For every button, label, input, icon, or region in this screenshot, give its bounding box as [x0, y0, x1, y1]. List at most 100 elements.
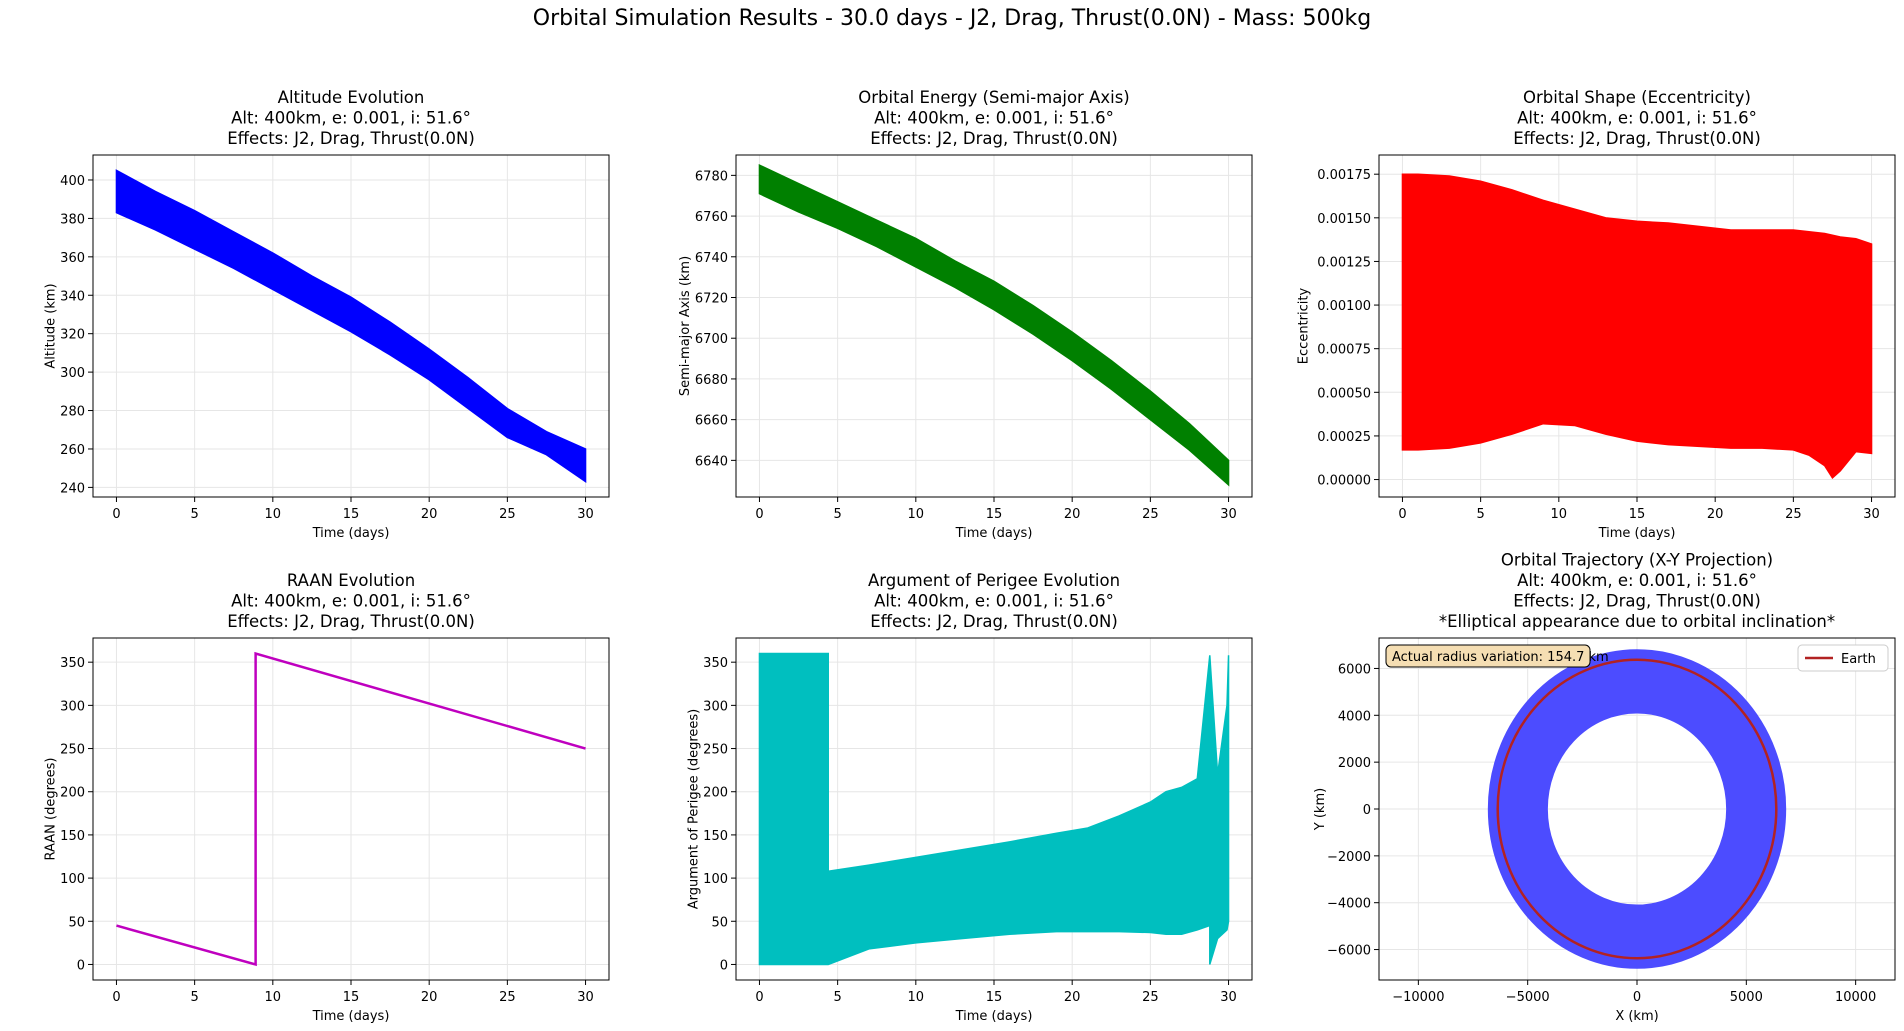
y-tick-label: 6720: [695, 292, 728, 307]
x-tick-label: 5000: [1730, 990, 1763, 1005]
plot-area: [758, 163, 1230, 487]
y-axis-label: Eccentricity: [1297, 288, 1312, 365]
x-tick-label: 25: [1785, 507, 1802, 522]
y-tick-label: 2000: [1338, 756, 1371, 771]
y-tick-label: 0: [77, 958, 85, 973]
y-tick-label: 6740: [695, 251, 728, 266]
y-tick-label: 0.00050: [1317, 386, 1371, 401]
x-tick-label: 0: [112, 507, 120, 522]
data-band: [758, 652, 1230, 966]
y-tick-label: 4000: [1338, 709, 1371, 724]
y-tick-label: 300: [60, 699, 85, 714]
subplot-title-line: Alt: 400km, e: 0.001, i: 51.6°: [874, 109, 1114, 128]
x-tick-label: 0: [1398, 507, 1406, 522]
subplot-title-line: Orbital Energy (Semi-major Axis): [858, 88, 1130, 107]
x-tick-label: −10000: [1392, 990, 1444, 1005]
x-tick-label: 5: [1476, 507, 1484, 522]
y-tick-label: 0.00000: [1317, 474, 1371, 489]
y-tick-label: 6760: [695, 210, 728, 225]
x-axis-label: X (km): [1615, 1009, 1658, 1024]
x-axis-label: Time (days): [955, 1009, 1033, 1024]
x-tick-label: 15: [986, 990, 1003, 1005]
y-tick-label: 0.00025: [1317, 430, 1371, 445]
x-tick-label: 20: [421, 507, 438, 522]
subplot-title-line: Effects: J2, Drag, Thrust(0.0N): [1513, 129, 1761, 148]
x-tick-label: 10: [908, 507, 925, 522]
subplot-title-line: Orbital Trajectory (X-Y Projection): [1501, 551, 1773, 570]
x-tick-label: 0: [755, 507, 763, 522]
figure-title: Orbital Simulation Results - 30.0 days -…: [532, 6, 1372, 31]
subplot-semi-major-axis: 0 5 10 15 20 25 30 6640 6660 6680 6700 6720 6740 6760…: [678, 88, 1253, 541]
y-axis-label: Y (km): [1313, 788, 1328, 831]
radius-annotation: Actual radius variation: 154.7 km: [1385, 644, 1609, 668]
plot-area: [116, 651, 586, 967]
y-tick-label: 50: [711, 915, 728, 930]
plot-area: [1487, 649, 1787, 969]
subplot-title-line: Argument of Perigee Evolution: [868, 571, 1120, 590]
x-axis-label: Time (days): [1598, 526, 1676, 541]
y-tick-label: −6000: [1327, 944, 1371, 959]
y-tick-label: 400: [60, 174, 85, 189]
x-tick-label: 0: [1633, 990, 1641, 1005]
y-tick-label: 6000: [1338, 662, 1371, 677]
y-tick-label: 0: [1363, 803, 1371, 818]
y-tick-label: 150: [703, 829, 728, 844]
y-tick-label: 320: [60, 328, 85, 343]
y-tick-label: −2000: [1327, 850, 1371, 865]
y-tick-label: 50: [68, 915, 85, 930]
x-tick-label: 5: [833, 507, 841, 522]
y-tick-label: 6660: [695, 414, 728, 429]
y-tick-label: 250: [703, 743, 728, 758]
subplot-title-line: RAAN Evolution: [287, 571, 415, 590]
y-axis-label: Altitude (km): [43, 283, 58, 368]
x-tick-label: 25: [1142, 990, 1159, 1005]
plot-area: [758, 652, 1230, 966]
x-tick-label: 5: [190, 507, 198, 522]
y-tick-label: 100: [703, 872, 728, 887]
subplot-title-line: Effects: J2, Drag, Thrust(0.0N): [227, 129, 475, 148]
y-tick-label: 0.00075: [1317, 343, 1371, 358]
y-tick-label: 250: [60, 743, 85, 758]
y-tick-label: 200: [703, 786, 728, 801]
x-tick-label: 20: [1707, 507, 1724, 522]
data-band: [1401, 173, 1873, 479]
legend-box: [1797, 644, 1889, 672]
x-tick-label: 10: [1551, 507, 1568, 522]
y-tick-label: 6700: [695, 332, 728, 347]
x-tick-label: 15: [343, 507, 360, 522]
y-tick-label: 0: [720, 958, 728, 973]
earth-circle: [1496, 658, 1778, 960]
legend-label-earth: Earth: [1841, 652, 1876, 667]
x-tick-label: 10: [908, 990, 925, 1005]
y-tick-label: 6680: [695, 373, 728, 388]
y-tick-label: 300: [60, 366, 85, 381]
x-axis-label: Time (days): [955, 526, 1033, 541]
y-tick-label: 350: [60, 656, 85, 671]
subplot-altitude: 0 5 10 15 20 25 30 240 260 280 300 320 340 360 380 400 T…: [43, 88, 610, 541]
y-tick-label: −4000: [1327, 897, 1371, 912]
subplot-eccentricity: 0 5 10 15 20 25 30 0.00000 0.00025 0.00050 0.00075…: [1297, 88, 1896, 541]
x-tick-label: 25: [499, 507, 516, 522]
subplot-title-line: Altitude Evolution: [278, 88, 425, 107]
y-tick-label: 200: [60, 786, 85, 801]
y-tick-label: 240: [60, 481, 85, 496]
x-tick-label: 30: [577, 507, 594, 522]
y-tick-label: 6640: [695, 454, 728, 469]
subplot-title-line: Alt: 400km, e: 0.001, i: 51.6°: [874, 592, 1114, 611]
y-tick-label: 0.00100: [1317, 299, 1371, 314]
y-tick-label: 0.00175: [1317, 168, 1371, 183]
y-axis-label: Semi-major Axis (km): [678, 256, 693, 396]
subplot-title-line: Alt: 400km, e: 0.001, i: 51.6°: [231, 592, 471, 611]
x-tick-label: 25: [499, 990, 516, 1005]
x-tick-label: 15: [1629, 507, 1646, 522]
x-tick-label: 0: [755, 990, 763, 1005]
subplot-title-line: Effects: J2, Drag, Thrust(0.0N): [870, 612, 1118, 631]
subplot-title-line: Effects: J2, Drag, Thrust(0.0N): [1513, 592, 1761, 611]
y-tick-label: 150: [60, 829, 85, 844]
y-tick-label: 380: [60, 212, 85, 227]
x-tick-label: 25: [1142, 507, 1159, 522]
subplot-title-line: Effects: J2, Drag, Thrust(0.0N): [870, 129, 1118, 148]
